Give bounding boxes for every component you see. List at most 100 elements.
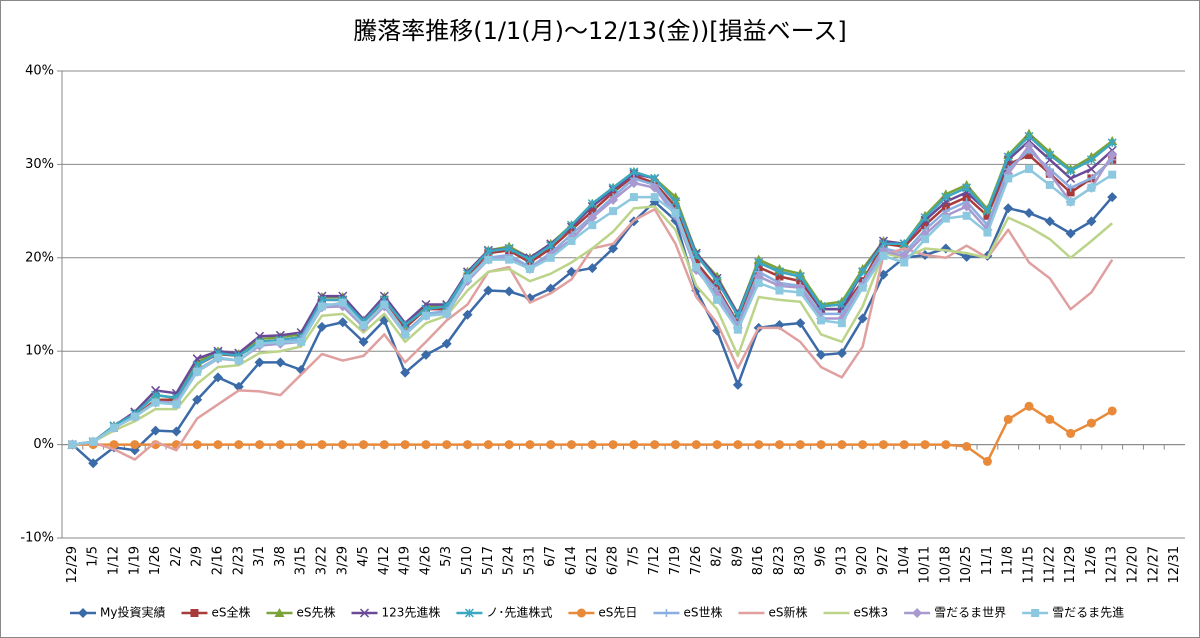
marker [941,192,951,202]
marker [234,440,244,450]
marker [775,286,784,295]
marker [172,400,181,409]
marker [338,298,347,307]
y-tick-label: 40% [25,64,54,79]
marker [962,183,972,193]
marker [774,440,784,450]
x-tick-label: 2/2 [169,546,184,567]
marker [504,286,515,297]
marker [608,194,619,205]
y-tick-label: 20% [25,250,54,265]
x-tick-label: 5/3 [439,546,454,567]
marker [837,299,847,310]
x-tick-label: 10/11 [918,546,933,583]
marker [692,263,701,272]
marker [899,239,909,249]
marker [878,440,888,450]
marker [662,609,671,617]
marker [442,309,451,318]
marker [1066,428,1076,438]
x-tick-label: 12/13 [1105,546,1120,583]
marker [857,313,868,324]
marker [255,440,265,450]
legend-item: eS全株 [181,605,250,620]
marker [879,251,888,260]
marker [816,440,826,450]
marker [546,241,556,251]
marker [732,379,743,390]
marker [421,311,430,320]
x-tick-label: 3/22 [314,546,329,575]
marker [587,440,597,450]
marker [171,426,182,437]
marker [1086,216,1097,227]
legend-label: eS全株 [211,605,250,620]
marker [588,221,597,230]
marker [1025,151,1034,160]
marker [795,440,805,450]
y-tick-label: 10% [25,344,54,359]
marker [338,440,348,450]
marker [858,440,868,450]
marker [962,441,972,451]
marker [983,211,992,220]
marker [912,608,923,618]
series-line [72,205,1114,446]
marker [587,212,598,223]
marker [233,381,244,392]
marker [588,207,597,216]
marker [296,440,306,450]
marker [1045,414,1055,424]
marker [546,253,555,262]
marker [733,440,743,450]
marker [275,357,286,368]
marker [754,257,764,268]
marker [775,272,784,281]
marker [192,354,202,364]
marker [192,440,202,450]
marker [484,255,493,264]
marker [359,321,368,330]
marker [380,300,389,309]
chart-title: 騰落率推移(1/1(月)～12/13(金))[損益ベース] [353,17,847,45]
marker [109,423,118,432]
marker [1024,207,1035,218]
x-tick-label: 9/27 [876,546,891,575]
marker [692,258,701,267]
marker [1066,173,1076,183]
x-tick-label: 9/20 [855,546,870,575]
marker [1086,155,1096,165]
x-tick-label: 4/19 [398,546,413,575]
marker [1003,203,1014,214]
marker [274,608,285,617]
x-tick-label: 6/7 [543,546,558,567]
legend-label: eS世株 [683,605,722,620]
legend-label: eS株3 [853,605,888,620]
x-tick-label: 3/8 [273,546,288,567]
marker [317,302,326,311]
legend-item: ノ･先進株式 [456,605,552,620]
x-tick-label: 5/31 [522,546,537,575]
marker [1045,150,1055,160]
marker [130,440,140,450]
marker [608,183,618,193]
marker [670,197,681,207]
marker [1065,228,1076,239]
marker [1024,140,1035,151]
marker [961,201,972,212]
marker [234,356,243,365]
legend-label: eS先日 [598,606,637,620]
marker [190,609,199,617]
marker [504,440,514,450]
marker [774,267,785,277]
marker [713,295,722,304]
marker [962,211,971,220]
marker [754,279,763,288]
x-tick-label: 12/31 [1167,546,1182,583]
marker [671,208,680,217]
marker [941,202,950,211]
marker [1107,150,1118,161]
marker [276,337,285,346]
marker [400,440,410,450]
